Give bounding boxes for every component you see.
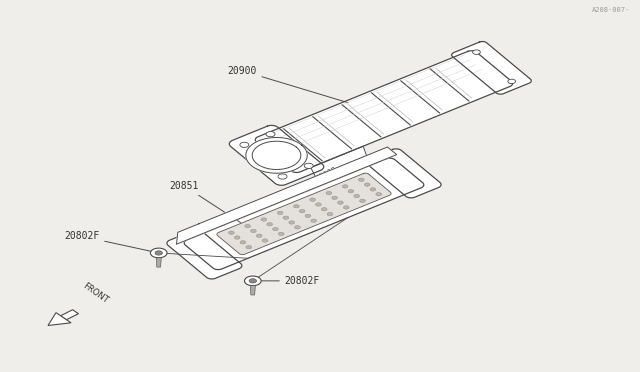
- Circle shape: [294, 205, 300, 208]
- Text: A208·007·: A208·007·: [592, 7, 630, 13]
- Circle shape: [376, 193, 381, 196]
- Text: FRONT: FRONT: [81, 281, 109, 305]
- Polygon shape: [452, 42, 531, 94]
- Circle shape: [150, 248, 167, 258]
- Polygon shape: [184, 158, 424, 270]
- Circle shape: [370, 188, 376, 191]
- Circle shape: [305, 214, 311, 218]
- Circle shape: [262, 239, 268, 242]
- Polygon shape: [252, 141, 301, 170]
- Circle shape: [246, 246, 252, 249]
- Circle shape: [266, 132, 275, 137]
- Circle shape: [472, 50, 480, 54]
- Polygon shape: [48, 312, 71, 326]
- Circle shape: [249, 279, 257, 283]
- Circle shape: [326, 191, 332, 195]
- Polygon shape: [250, 286, 255, 295]
- Circle shape: [294, 225, 300, 229]
- Circle shape: [273, 227, 278, 231]
- Circle shape: [240, 241, 246, 244]
- Circle shape: [289, 221, 294, 224]
- Circle shape: [332, 196, 337, 199]
- Circle shape: [343, 206, 349, 209]
- Polygon shape: [246, 138, 307, 173]
- Polygon shape: [255, 51, 513, 173]
- Circle shape: [155, 251, 163, 255]
- Circle shape: [283, 216, 289, 219]
- Circle shape: [316, 203, 321, 206]
- Circle shape: [327, 212, 333, 216]
- Circle shape: [358, 178, 364, 182]
- Circle shape: [244, 224, 250, 228]
- Circle shape: [354, 194, 360, 198]
- Circle shape: [342, 185, 348, 188]
- Polygon shape: [177, 147, 397, 244]
- Polygon shape: [61, 310, 79, 320]
- Circle shape: [364, 183, 370, 186]
- Circle shape: [234, 236, 240, 239]
- Polygon shape: [217, 173, 391, 254]
- Circle shape: [310, 198, 316, 201]
- Polygon shape: [167, 230, 242, 279]
- Circle shape: [311, 219, 317, 222]
- Circle shape: [278, 232, 284, 235]
- Circle shape: [250, 229, 256, 232]
- Circle shape: [240, 142, 249, 147]
- Polygon shape: [311, 146, 373, 190]
- Circle shape: [278, 174, 287, 179]
- Circle shape: [256, 234, 262, 237]
- Text: 20900: 20900: [227, 66, 348, 103]
- Polygon shape: [366, 149, 441, 198]
- Circle shape: [304, 163, 313, 169]
- Circle shape: [244, 276, 261, 286]
- Text: 20802F: 20802F: [255, 276, 320, 286]
- Circle shape: [508, 79, 516, 84]
- Polygon shape: [156, 258, 161, 267]
- Text: 20851: 20851: [170, 181, 255, 232]
- Circle shape: [228, 231, 234, 234]
- Text: 20802F: 20802F: [64, 231, 156, 252]
- Circle shape: [267, 222, 273, 226]
- Circle shape: [348, 190, 354, 193]
- Circle shape: [261, 218, 267, 221]
- Polygon shape: [229, 125, 324, 185]
- Circle shape: [360, 199, 365, 202]
- Circle shape: [300, 209, 305, 213]
- Circle shape: [337, 201, 343, 204]
- Circle shape: [277, 211, 283, 215]
- Circle shape: [321, 208, 327, 211]
